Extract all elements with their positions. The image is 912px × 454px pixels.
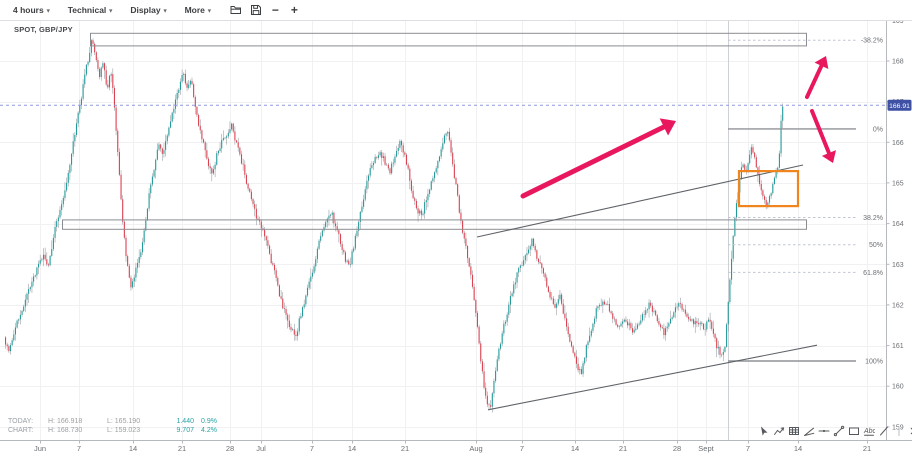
- today-change: 1.440: [176, 418, 194, 425]
- chevron-down-icon: ▾: [109, 8, 113, 14]
- close-icon[interactable]: [907, 424, 912, 438]
- date-tick-label: 21: [619, 444, 627, 453]
- support-zone-box[interactable]: [62, 219, 807, 230]
- date-tick-label: 14: [794, 444, 802, 453]
- toolbar-icon-group: − +: [228, 1, 302, 19]
- fib-level-label: -38.2%: [861, 38, 883, 45]
- pointer-icon[interactable]: [757, 424, 770, 438]
- chart-change: 9.707: [176, 427, 194, 434]
- date-tick-label: 28: [673, 444, 681, 453]
- chart-high: H: 168.730: [48, 427, 83, 434]
- date-tick-label: 7: [310, 444, 314, 453]
- trendline-icon[interactable]: [832, 424, 845, 438]
- fib-level-label: 38.2%: [863, 215, 883, 222]
- upper-channel-line[interactable]: [476, 164, 804, 238]
- price-tick-label: 165: [892, 180, 904, 187]
- date-tick-label: 28: [226, 444, 234, 453]
- drawing-toolbar: Abc: [757, 424, 912, 438]
- fib-level-label: 100%: [865, 359, 883, 366]
- horizontal-line-icon[interactable]: [817, 424, 830, 438]
- today-high: H: 166.918: [48, 418, 83, 425]
- price-tick-label: 163: [892, 262, 904, 269]
- polyline-arrow-icon[interactable]: [772, 424, 785, 438]
- zoom-out-button[interactable]: −: [268, 1, 283, 19]
- text-icon[interactable]: Abc: [862, 424, 875, 438]
- date-tick-label: 21: [401, 444, 409, 453]
- date-tick-label: 21: [863, 444, 871, 453]
- resistance-zone-box[interactable]: [90, 32, 807, 47]
- technical-label: Technical: [67, 5, 107, 15]
- more-label: More: [184, 5, 205, 15]
- price-tick-label: 160: [892, 384, 904, 391]
- fib-level-label: 50%: [869, 242, 883, 249]
- fib-retracement[interactable]: -38.2% 0% 38.2% 50% 61.8% 100%: [728, 38, 883, 366]
- candlesticks: [5, 38, 784, 413]
- date-tick-label: 7: [746, 444, 750, 453]
- last-price-badge: 166.91: [887, 99, 912, 111]
- zoom-in-button[interactable]: +: [287, 1, 302, 19]
- price-tick-label: 168: [892, 59, 904, 66]
- chart-low: L: 159.023: [107, 427, 141, 434]
- today-low: L: 165.190: [107, 418, 141, 425]
- price-tick-label: 169: [892, 18, 904, 25]
- rectangle-icon[interactable]: [847, 424, 860, 438]
- chevron-down-icon: ▾: [207, 8, 211, 14]
- price-stats: TODAY: H: 166.918 L: 165.190 1.440 0.9% …: [8, 417, 217, 435]
- price-tick-label: 166: [892, 140, 904, 147]
- price-tick-label: 159: [892, 424, 904, 431]
- chart-label: CHART:: [8, 427, 34, 434]
- open-folder-icon[interactable]: [228, 2, 244, 18]
- svg-text:166.91: 166.91: [889, 103, 910, 110]
- date-tick-label: 14: [129, 444, 137, 453]
- more-menu[interactable]: More ▾: [176, 0, 220, 20]
- fib-level-label: 61.8%: [863, 270, 883, 277]
- save-icon[interactable]: [248, 2, 264, 18]
- price-axis[interactable]: 169168167166165164163162161160159: [886, 18, 904, 440]
- date-tick-label: 7: [520, 444, 524, 453]
- chevron-down-icon: ▾: [163, 8, 167, 14]
- display-label: Display: [130, 5, 161, 15]
- fib-grid-icon[interactable]: [787, 424, 800, 438]
- lower-channel-line[interactable]: [487, 344, 818, 411]
- price-tick-label: 164: [892, 221, 904, 228]
- date-tick-label: 14: [571, 444, 579, 453]
- chevron-down-icon: ▾: [46, 8, 50, 14]
- today-label: TODAY:: [8, 418, 34, 425]
- display-menu[interactable]: Display ▾: [121, 0, 175, 20]
- date-tick-label: Sept: [698, 444, 714, 453]
- timeframe-menu[interactable]: 4 hours ▾: [4, 0, 59, 20]
- scenario-arrow-down[interactable]: [810, 109, 837, 163]
- date-tick-label: 7: [77, 444, 81, 453]
- date-tick-label: Jun: [34, 444, 46, 453]
- price-tick-label: 161: [892, 343, 904, 350]
- technical-menu[interactable]: Technical ▾: [59, 0, 122, 20]
- date-tick-label: Aug: [469, 444, 482, 453]
- today-change-pct: 0.9%: [201, 418, 217, 425]
- chart-stats-row: CHART: H: 168.730 L: 159.023 9.707 4.2%: [8, 426, 217, 435]
- trendline-annotations[interactable]: [476, 164, 818, 411]
- date-tick-label: 14: [348, 444, 356, 453]
- date-tick-label: 21: [178, 444, 186, 453]
- rectangle-annotations[interactable]: [62, 32, 807, 230]
- chart-grid: [0, 20, 886, 440]
- divider: [892, 424, 905, 438]
- svg-text:Abc: Abc: [863, 428, 875, 435]
- timeframe-label: 4 hours: [13, 5, 44, 15]
- symbol-label: SPOT, GBP/JPY: [14, 25, 73, 34]
- fib-level-label: 0%: [873, 126, 883, 133]
- date-tick-label: Jul: [256, 444, 266, 453]
- slash-line-icon[interactable]: [877, 424, 890, 438]
- consolidation-highlight[interactable]: [737, 170, 800, 208]
- arrow-annotations[interactable]: [520, 56, 837, 199]
- momentum-arrow-main[interactable]: [520, 118, 676, 199]
- angle-line-icon[interactable]: [802, 424, 815, 438]
- today-stats-row: TODAY: H: 166.918 L: 165.190 1.440 0.9%: [8, 417, 217, 426]
- time-axis[interactable]: Jun 7 14 21 28 Jul 7 14 21 Aug 7 14 21 28 Sept 7 14 21: [0, 440, 912, 453]
- chart-toolbar: 4 hours ▾ Technical ▾ Display ▾ More ▾ −…: [0, 0, 912, 21]
- price-tick-label: 162: [892, 302, 904, 309]
- chart-change-pct: 4.2%: [201, 427, 217, 434]
- scenario-arrow-up[interactable]: [805, 56, 829, 99]
